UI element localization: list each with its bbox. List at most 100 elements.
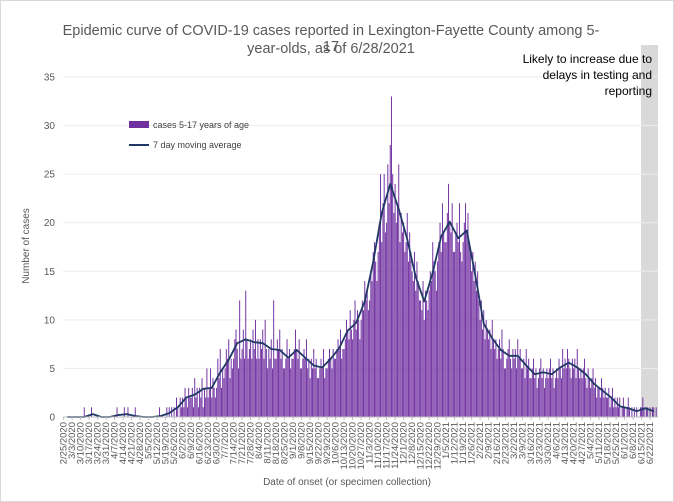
chart-title-line-2: year-olds, as of 6/28/2021: [247, 41, 415, 57]
bar: [457, 242, 459, 417]
bar: [451, 203, 453, 417]
bar: [392, 174, 394, 417]
bar: [500, 358, 502, 417]
bar: [502, 349, 504, 417]
bar: [485, 319, 487, 417]
bar: [434, 271, 436, 417]
bar: [326, 368, 328, 417]
bar: [452, 251, 454, 417]
bar: [547, 378, 549, 417]
bar: [463, 222, 465, 417]
bar: [240, 358, 242, 417]
bar: [339, 329, 341, 417]
bar: [400, 213, 402, 417]
bar: [254, 319, 256, 417]
bar: [524, 378, 526, 417]
bar: [530, 378, 532, 417]
bar: [591, 378, 593, 417]
bar: [539, 368, 541, 417]
bar: [210, 368, 212, 417]
bar: [588, 378, 590, 417]
bar: [228, 339, 230, 417]
bar: [494, 349, 496, 417]
bar: [613, 407, 615, 417]
bar: [202, 407, 204, 417]
bar: [319, 368, 321, 417]
bar: [552, 368, 554, 417]
bar: [433, 261, 435, 417]
bar: [641, 407, 643, 417]
bar: [307, 368, 309, 417]
bar: [216, 387, 218, 417]
x-tick-label-62: 5/4/2021: [586, 422, 597, 459]
bar: [559, 368, 561, 417]
x-tick-label-46: 1/12/2021: [450, 422, 461, 464]
legend-bar-label: cases 5-17 years of age: [153, 120, 249, 130]
x-tick-label-52: 2/23/2021: [501, 422, 512, 464]
x-tick-label-12: 5/19/2020: [161, 422, 172, 464]
bar: [517, 339, 519, 417]
bar: [166, 407, 168, 417]
bar: [556, 368, 558, 417]
bar: [586, 387, 588, 417]
bar: [367, 310, 369, 417]
bar: [301, 368, 303, 417]
x-tick-label-32: 10/6/2020: [331, 422, 342, 464]
y-tick-label-4: 20: [44, 218, 56, 229]
bar: [381, 242, 383, 417]
bar: [449, 222, 451, 417]
bar: [462, 242, 464, 417]
bar: [441, 203, 443, 417]
bar: [293, 349, 295, 417]
bar: [308, 358, 310, 417]
bar: [456, 222, 458, 417]
bar: [380, 174, 382, 417]
chart-title-line-1: Epidemic curve of COVID-19 cases reporte…: [62, 23, 600, 55]
bar: [394, 183, 396, 417]
bar: [383, 174, 385, 417]
bar: [324, 378, 326, 417]
bar: [444, 242, 446, 417]
bar: [421, 310, 423, 417]
bar: [217, 358, 219, 417]
bar: [314, 368, 316, 417]
bar: [655, 407, 657, 417]
y-tick-label-2: 10: [44, 315, 56, 326]
bar: [543, 387, 545, 417]
bar: [309, 378, 311, 417]
bar: [275, 358, 277, 417]
bar: [409, 232, 411, 417]
x-tick-label-50: 2/9/2021: [484, 422, 495, 459]
bar: [602, 387, 604, 417]
bar: [508, 339, 510, 417]
bar: [426, 300, 428, 417]
bar: [431, 281, 433, 417]
bar: [577, 368, 579, 417]
bar: [553, 387, 555, 417]
bar: [332, 349, 334, 417]
bar: [333, 358, 335, 417]
bar: [322, 349, 324, 417]
bar: [616, 397, 618, 417]
bar: [264, 319, 266, 417]
bar: [567, 349, 569, 417]
bar: [253, 349, 255, 417]
bar: [364, 281, 366, 417]
bar: [518, 358, 520, 417]
bar: [627, 397, 629, 417]
bar: [512, 349, 514, 417]
grid-group: [63, 76, 658, 369]
bar: [548, 368, 550, 417]
bar: [116, 407, 118, 417]
x-tick-label-45: 1/5/2021: [441, 422, 452, 459]
bar: [279, 329, 281, 417]
bar: [356, 310, 358, 417]
bar: [186, 407, 188, 417]
bar: [184, 387, 186, 417]
bar: [482, 329, 484, 417]
bar: [424, 290, 426, 417]
x-tick-label-13: 5/26/2020: [169, 422, 180, 464]
x-tick-label-0: 2/25/2020: [59, 422, 70, 464]
bar: [564, 358, 566, 417]
x-tick-label-67: 6/8/2021: [628, 422, 639, 459]
